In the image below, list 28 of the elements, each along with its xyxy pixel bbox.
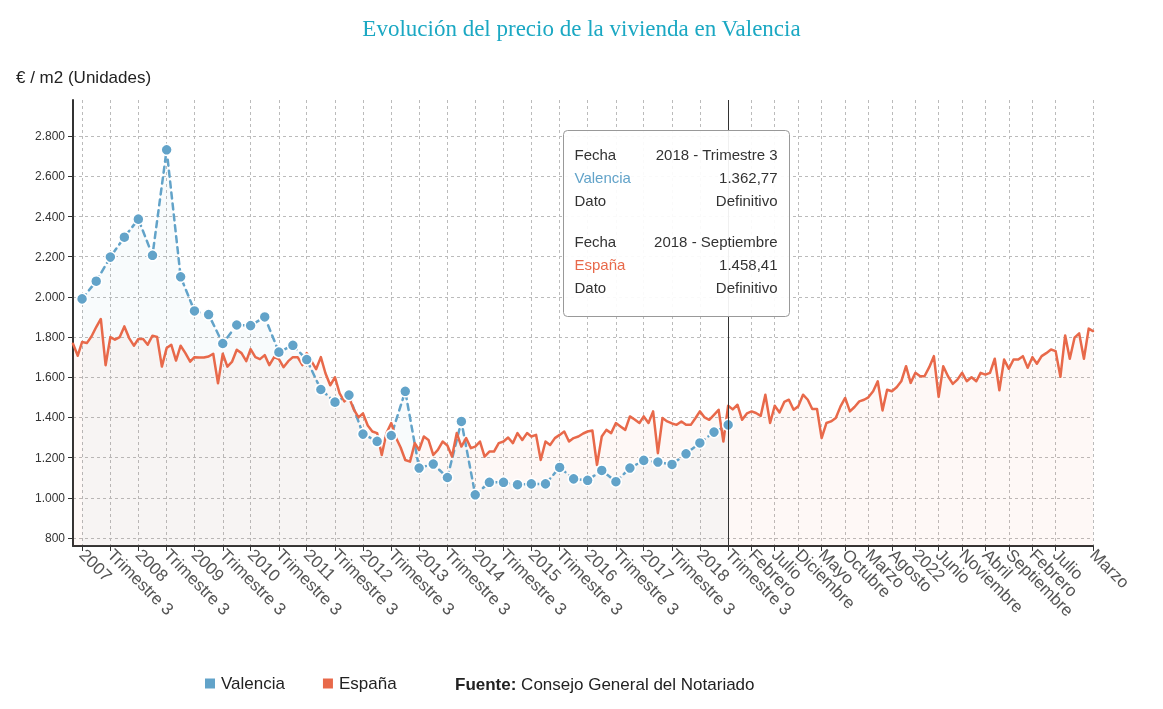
y-tick-label: 2.400 [34, 209, 66, 224]
annotation: España [574, 255, 627, 273]
y-tick-label: 2.600 [34, 169, 66, 184]
y-tick-label: 2.800 [34, 129, 66, 144]
y-tick-label: 2.200 [34, 249, 66, 264]
chart-title: Evolución del precio de la vivienda en Valencia [362, 16, 801, 41]
annotation: Valencia [574, 168, 632, 186]
y-tick-label: 1.200 [34, 450, 66, 465]
annotation: 2018 - Septiembre [654, 232, 778, 250]
y-axis-title: € / m2 (Unidades) [16, 68, 152, 87]
y-tick-label: 1.600 [34, 370, 66, 385]
y-tick-label: 1.000 [34, 490, 66, 505]
annotation: Definitivo [715, 278, 778, 296]
annotation: Definitivo [715, 191, 778, 209]
source-note: Fuente: Consejo General del Notariado [455, 675, 755, 694]
annotation: Dato [574, 191, 607, 209]
legend-label: España [338, 674, 398, 693]
y-tick-label: 1.800 [34, 330, 66, 345]
annotation: Dato [574, 278, 607, 296]
y-tick-label: 800 [44, 530, 66, 545]
annotation: Fecha [574, 232, 617, 250]
legend-label: Valencia [221, 674, 286, 693]
annotation: 1.458,41 [719, 255, 778, 273]
y-tick-label: 1.400 [34, 410, 66, 425]
annotation: 2018 - Trimestre 3 [655, 145, 778, 163]
annotation: 1.362,77 [719, 168, 778, 186]
y-tick-label: 2.000 [34, 289, 66, 304]
annotation: Fecha [574, 145, 617, 163]
